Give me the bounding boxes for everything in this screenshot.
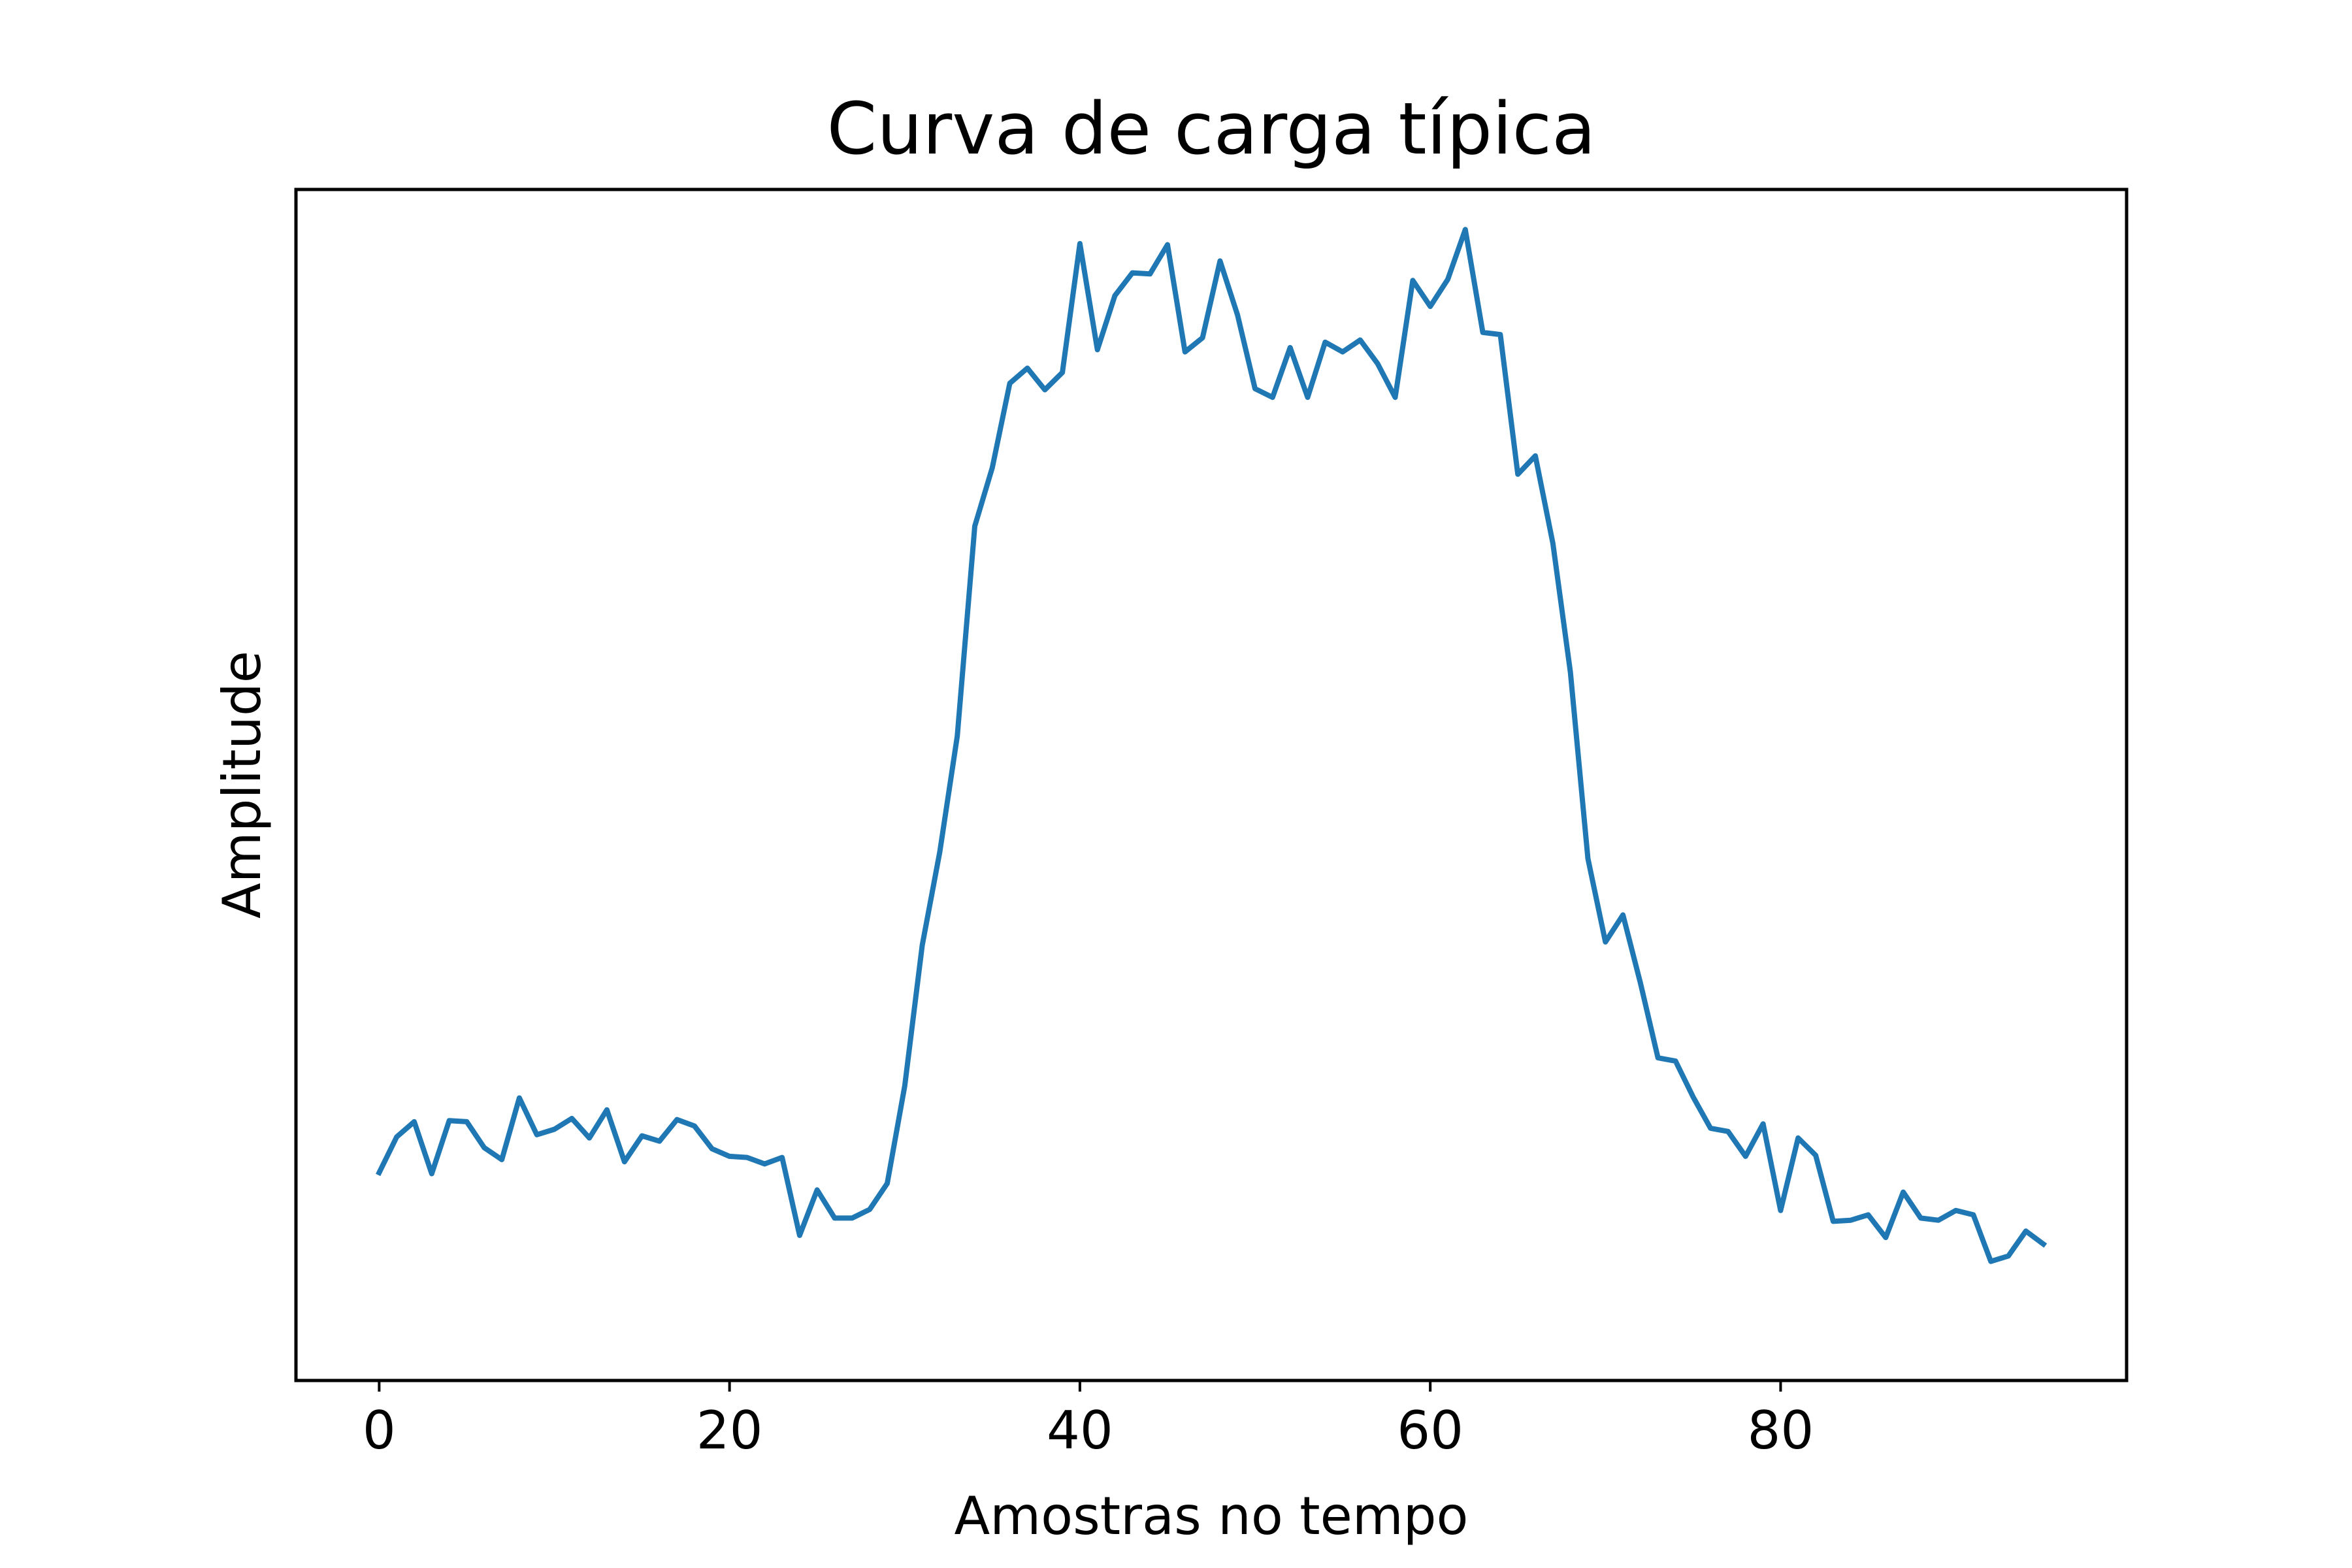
x-tick-label: 60 [1397, 1400, 1463, 1461]
y-axis-label: Amplitude [212, 651, 272, 919]
x-tick-label: 20 [696, 1400, 763, 1461]
plot-frame [294, 188, 2129, 1382]
chart-title: Curva de carga típica [826, 87, 1595, 171]
x-tick-label: 40 [1047, 1400, 1113, 1461]
x-axis-label: Amostras no tempo [955, 1486, 1469, 1546]
x-tick-label: 80 [1748, 1400, 1814, 1461]
series-line-0 [376, 227, 2048, 1264]
plot-area [376, 227, 2048, 1264]
x-tick-label: 0 [363, 1400, 396, 1461]
x-axis-ticks: 0 20 40 60 80 [363, 1380, 1814, 1461]
